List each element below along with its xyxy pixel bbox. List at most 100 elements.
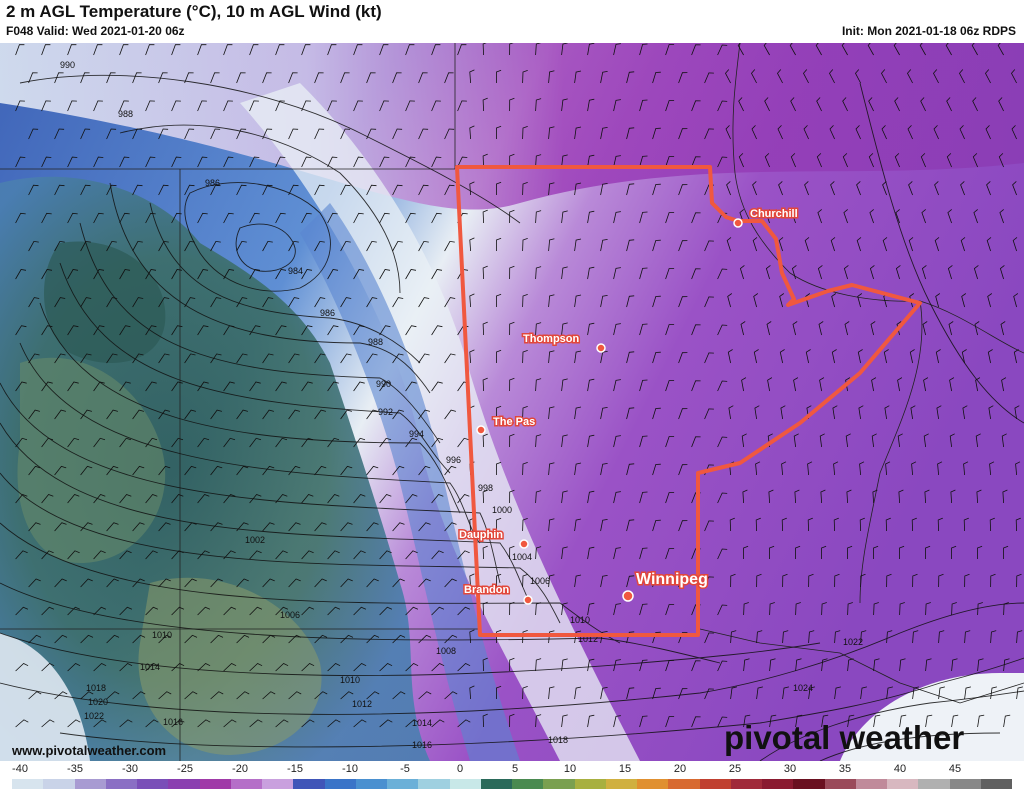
weather-map[interactable]: 990 988 986 984 986 988 990 992 994 996 … xyxy=(0,43,1024,761)
wind-barb xyxy=(912,686,919,700)
wind-barb xyxy=(353,100,363,112)
wind-barb xyxy=(28,409,41,420)
wind-barb xyxy=(535,266,542,280)
wind-barb xyxy=(805,293,811,308)
wind-barb xyxy=(184,128,195,140)
wind-barb xyxy=(301,269,313,280)
wind-barb xyxy=(976,489,982,504)
wind-barb xyxy=(769,658,776,672)
wind-barb xyxy=(418,184,429,196)
wind-barb xyxy=(896,321,902,336)
wind-barb xyxy=(782,573,788,588)
wind-barb xyxy=(548,350,555,364)
wind-barb xyxy=(262,297,274,308)
wind-barb xyxy=(158,128,169,140)
wind-barb xyxy=(639,43,648,56)
wind-barb xyxy=(587,266,595,280)
svg-text:996: 996 xyxy=(446,455,461,465)
wind-barb xyxy=(444,353,456,364)
wind-barb xyxy=(613,379,621,392)
wind-barb xyxy=(937,517,943,532)
wind-barb xyxy=(54,128,65,140)
wind-barb xyxy=(950,489,956,504)
wind-barb xyxy=(665,436,675,448)
wind-barb xyxy=(885,517,891,532)
wind-barb xyxy=(106,128,117,140)
wind-barb xyxy=(236,522,249,532)
wind-barb xyxy=(860,630,867,644)
wind-barb xyxy=(999,209,1004,224)
wind-barb xyxy=(522,630,528,644)
wind-barb xyxy=(600,463,608,476)
wind-barb xyxy=(899,658,906,672)
wind-barb xyxy=(975,377,981,392)
wind-barb xyxy=(184,465,197,476)
wind-barb xyxy=(171,550,184,560)
map-title: 2 m AGL Temperature (°C), 10 m AGL Wind … xyxy=(6,2,382,21)
wind-barb xyxy=(197,100,207,112)
wind-barb xyxy=(275,381,287,392)
svg-text:1004: 1004 xyxy=(512,552,532,562)
wind-barb xyxy=(626,295,635,308)
wind-barb xyxy=(1016,630,1023,644)
wind-barb xyxy=(860,686,867,700)
wind-barb xyxy=(741,433,747,448)
wind-barb xyxy=(626,351,635,364)
svg-text:Churchill: Churchill xyxy=(750,208,798,220)
wind-barb xyxy=(132,297,144,308)
wind-barb xyxy=(665,156,675,168)
wind-barb xyxy=(574,70,582,84)
city-brandon[interactable]: Brandon xyxy=(463,583,533,605)
wind-barb xyxy=(574,182,582,196)
wind-barb xyxy=(717,604,728,616)
wind-barb xyxy=(353,212,364,224)
wind-barb xyxy=(895,265,901,280)
wind-barb xyxy=(548,462,555,476)
city-churchill[interactable]: Churchill xyxy=(733,207,799,228)
wind-barb xyxy=(548,70,555,84)
svg-text:1006: 1006 xyxy=(530,576,550,586)
city-thompson[interactable]: Thompson xyxy=(522,332,606,353)
wind-barb xyxy=(793,433,799,448)
wind-barb xyxy=(665,604,675,616)
wind-barb xyxy=(899,545,905,560)
wind-barb xyxy=(509,433,515,448)
manitoba-outline xyxy=(455,165,922,637)
wind-barb xyxy=(314,578,327,588)
wind-barb xyxy=(495,293,502,308)
wind-barb xyxy=(925,714,933,728)
wind-barb xyxy=(41,269,53,280)
wind-barb xyxy=(678,464,688,476)
wind-barb xyxy=(15,269,27,280)
wind-barb xyxy=(742,489,748,504)
city-dauphin[interactable]: Dauphin xyxy=(458,528,529,549)
wind-barb xyxy=(726,237,732,252)
wind-barb xyxy=(678,576,688,588)
wind-barb xyxy=(482,377,488,392)
wind-barb xyxy=(262,691,276,700)
wind-barb xyxy=(691,44,701,56)
wind-barb xyxy=(859,461,865,476)
wind-barb xyxy=(431,606,445,616)
colorbar-swatch xyxy=(418,779,450,789)
wind-barb xyxy=(106,184,117,196)
wind-barb xyxy=(457,156,468,168)
wind-barb xyxy=(639,211,648,224)
wind-barb xyxy=(509,545,515,560)
wind-barb xyxy=(977,545,983,560)
wind-barb xyxy=(54,297,66,308)
wind-barb xyxy=(535,322,542,336)
wind-barb xyxy=(67,44,77,56)
wind-barb xyxy=(613,43,621,56)
wind-barb xyxy=(41,212,52,224)
wind-barb xyxy=(93,44,103,56)
wind-barb xyxy=(236,72,246,84)
wind-barb xyxy=(846,489,852,504)
wind-barb xyxy=(792,321,798,336)
wind-barb xyxy=(717,380,728,392)
wind-barb xyxy=(93,550,106,560)
city-the-pas[interactable]: The Pas xyxy=(476,415,537,435)
city-winnipeg[interactable]: Winnipeg xyxy=(622,570,709,602)
colorbar-swatch xyxy=(387,779,419,789)
